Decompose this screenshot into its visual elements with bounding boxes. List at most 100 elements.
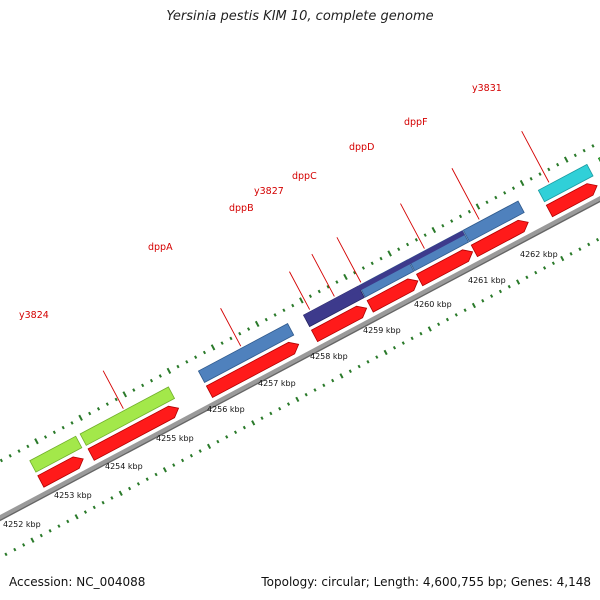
ruler-tick — [295, 396, 300, 403]
cds-arrow-dppA — [205, 341, 300, 399]
ruler-tick — [595, 237, 600, 242]
ruler-tick — [401, 341, 405, 345]
gene-label-y3827: y3827 — [254, 186, 284, 197]
ruler-tick — [437, 322, 441, 327]
ruler-tick — [101, 500, 105, 505]
ruler-tick — [233, 430, 238, 435]
ruler-tick — [503, 191, 507, 195]
ruler-tick — [348, 369, 352, 374]
ruler-tick — [322, 383, 326, 388]
ruler-tick — [308, 294, 313, 298]
ruler-tick — [96, 407, 101, 411]
ruler-tick — [379, 256, 383, 261]
ruler-tick — [423, 233, 427, 237]
ruler-tick — [591, 144, 595, 148]
ruler-tick — [247, 327, 251, 331]
ruler-tick — [172, 463, 176, 467]
gene-label-dppD: dppD — [349, 142, 374, 153]
ruler-tick — [556, 162, 560, 167]
ruler-tick — [454, 313, 458, 317]
gene-label-y3824: y3824 — [19, 310, 49, 321]
gene-block-dppF — [462, 200, 525, 243]
ruler-tick — [70, 421, 74, 425]
ruler-tick — [405, 242, 410, 247]
ruler-tick — [560, 255, 565, 262]
ruler-tick — [202, 350, 207, 355]
ruler-tick — [269, 411, 273, 416]
ruler-tick — [220, 341, 224, 345]
ruler-tick — [392, 345, 397, 350]
ruler-tick — [52, 430, 56, 435]
leader-y3831 — [521, 130, 550, 183]
ruler-tick — [149, 378, 154, 383]
ruler-tick — [185, 360, 189, 364]
ruler-tick — [339, 373, 344, 379]
ruler-tick — [519, 179, 525, 187]
ruler-tick — [114, 397, 118, 402]
ruler-tick — [122, 391, 128, 398]
gene-block-dppA — [197, 323, 295, 384]
ruler-tick — [387, 250, 392, 257]
leader-y3824 — [102, 370, 124, 409]
cds-arrow-dppD — [416, 249, 474, 287]
ruler-tick — [61, 425, 65, 430]
ruler-tick — [216, 439, 220, 444]
ruler-tick — [110, 496, 114, 500]
tick-label: 4259 kbp — [363, 326, 401, 335]
ruler-tick — [563, 156, 569, 163]
ruler-tick — [229, 336, 233, 341]
ruler-tick — [273, 313, 277, 317]
cds-arrow-dppB — [310, 305, 368, 343]
ruler-tick — [254, 320, 260, 328]
tick-label: 4253 kbp — [54, 491, 92, 500]
ruler-tick — [494, 195, 498, 200]
operon-strip — [303, 230, 465, 320]
ruler-tick — [13, 547, 17, 552]
ruler-tick — [498, 289, 503, 294]
gene-block-y3824 — [79, 386, 176, 446]
ruler-tick — [132, 388, 136, 392]
inner-ruler — [4, 237, 600, 557]
ruler-tick — [313, 388, 317, 392]
ruler-tick — [441, 223, 445, 228]
ruler-tick — [569, 252, 573, 256]
ruler-tick — [427, 326, 432, 332]
ruler-tick — [17, 449, 21, 453]
ruler-tick — [180, 458, 185, 463]
ruler-tick — [431, 226, 437, 234]
ruler-tick — [490, 294, 494, 298]
ruler-tick — [83, 510, 88, 514]
ruler-tick — [471, 302, 476, 309]
ruler-tick — [485, 200, 489, 205]
ruler-tick — [145, 477, 149, 481]
ruler-tick — [92, 505, 96, 510]
ruler-tick — [375, 355, 379, 359]
ruler-tick — [158, 374, 162, 378]
gene-label-dppC: dppC — [292, 171, 317, 182]
cds-arrow-dppF — [470, 219, 529, 258]
gene-label-dppA: dppA — [148, 242, 173, 253]
ruler-tick — [511, 186, 516, 190]
ruler-tick — [286, 402, 291, 406]
ruler-tick — [343, 273, 348, 281]
leader-dppF — [451, 168, 480, 220]
ruler-tick — [66, 519, 70, 524]
tick-label: 4254 kbp — [105, 462, 143, 471]
ruler-tick — [414, 238, 418, 242]
ruler-tick — [154, 472, 158, 477]
ruler-tick — [587, 242, 591, 247]
ruler-tick — [26, 444, 30, 449]
ruler-tick — [299, 297, 304, 304]
tick-label: 4262 kbp — [520, 250, 558, 259]
ruler-tick — [450, 219, 454, 223]
ruler-tick — [39, 533, 43, 538]
ruler-tick — [194, 355, 198, 359]
leader-dppD — [400, 203, 425, 249]
ruler-tick — [242, 425, 246, 430]
map-title: Yersinia pestis KIM 10, complete genome — [166, 9, 434, 24]
ruler-tick — [278, 406, 282, 411]
ruler-tick — [4, 552, 8, 557]
ruler-tick — [475, 203, 481, 210]
ruler-tick — [419, 331, 423, 336]
